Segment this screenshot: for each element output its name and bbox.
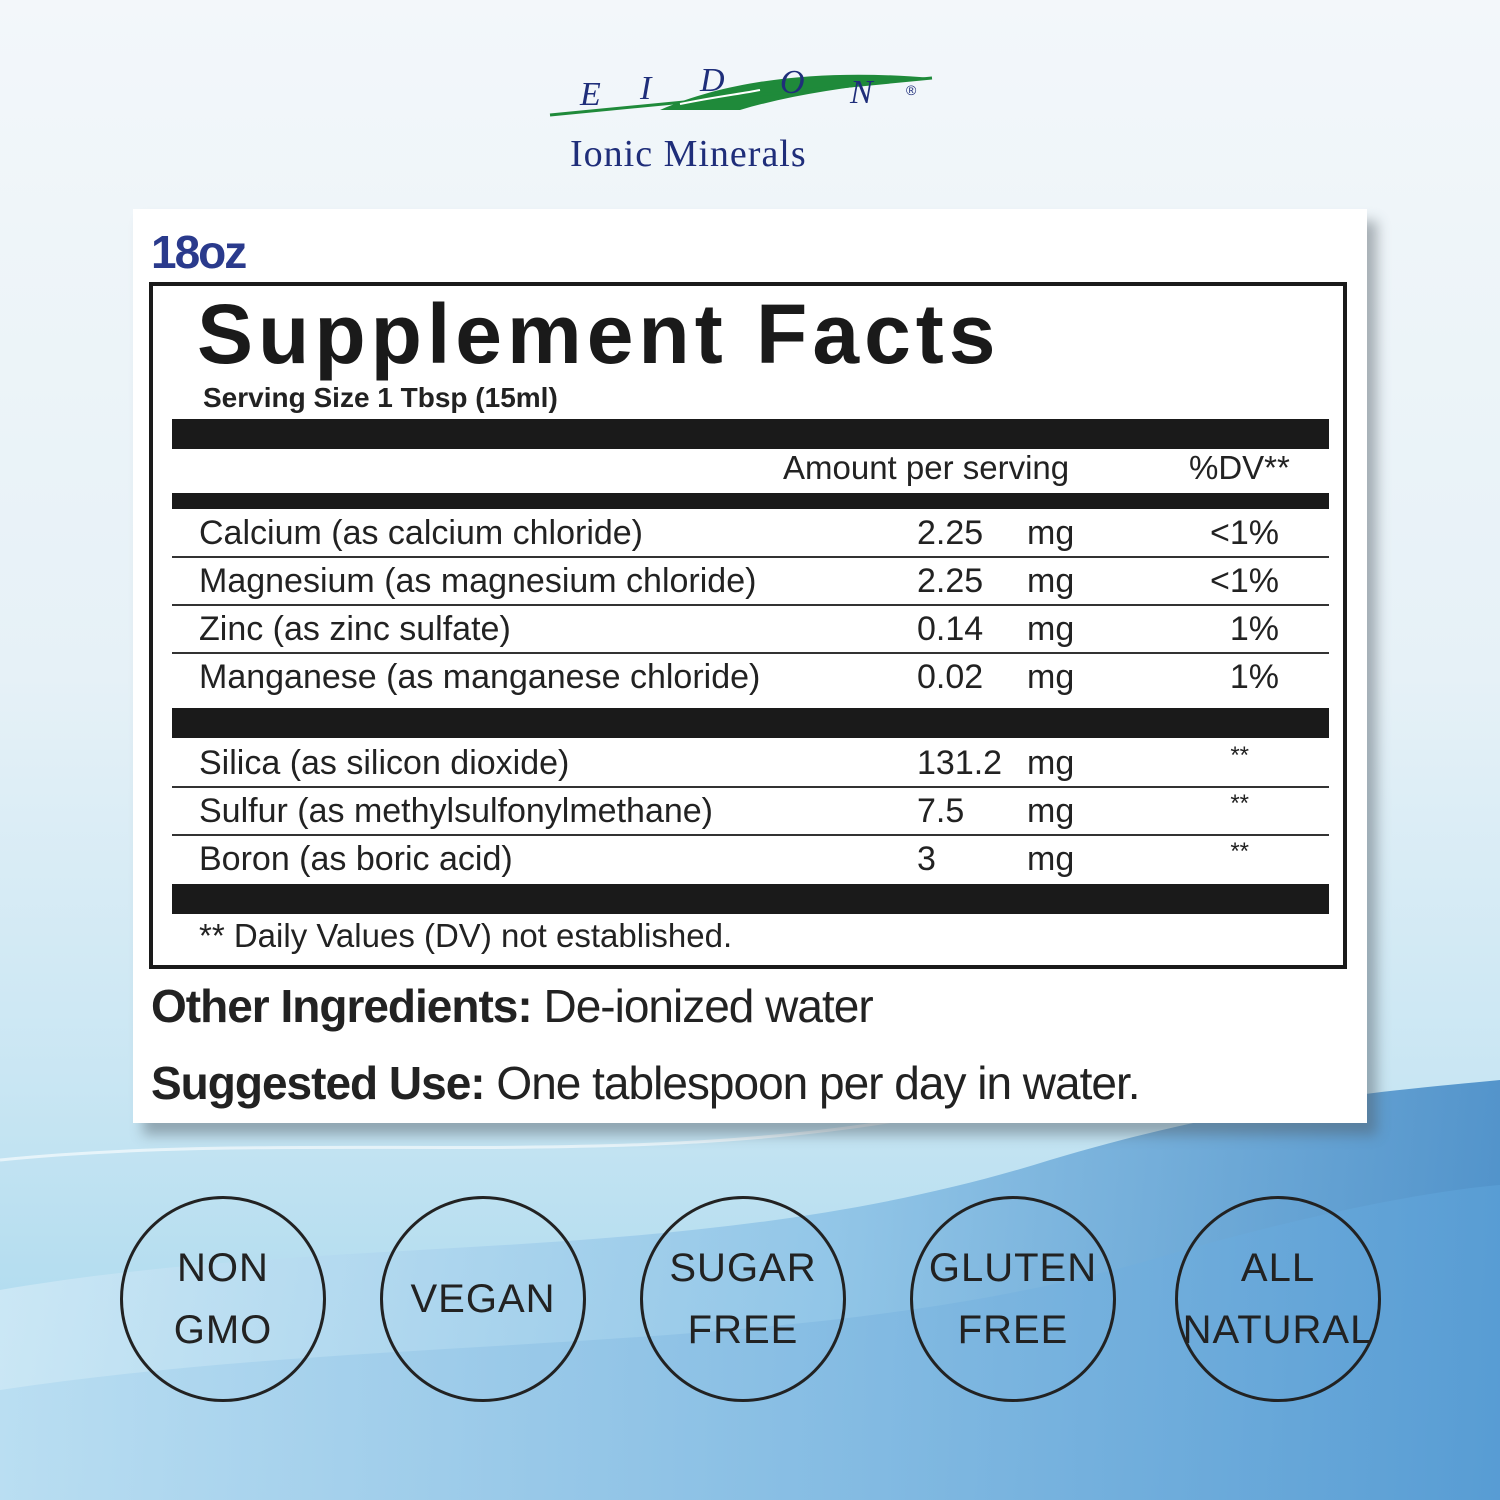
badge-all-natural: ALL NATURAL bbox=[1175, 1196, 1381, 1402]
nutrient-unit: mg bbox=[1027, 514, 1075, 552]
other-ingredients-label: Other Ingredients: bbox=[151, 980, 533, 1032]
badge-label: SUGAR FREE bbox=[669, 1246, 817, 1352]
nutrient-name: Calcium (as calcium chloride) bbox=[199, 514, 644, 552]
nutrient-unit: mg bbox=[1027, 792, 1075, 830]
badge-label: GLUTEN FREE bbox=[928, 1246, 1098, 1352]
bottle-size: 18oz bbox=[151, 226, 247, 278]
registered-mark: ® bbox=[906, 82, 917, 98]
row-divider bbox=[172, 556, 1329, 558]
nutrient-row: Sulfur (as methylsulfonylmethane) 7.5 mg… bbox=[172, 788, 1329, 836]
row-divider bbox=[172, 604, 1329, 606]
badge-sugar-free: SUGAR FREE bbox=[640, 1196, 846, 1402]
nutrient-row: Magnesium (as magnesium chloride) 2.25 m… bbox=[172, 558, 1329, 606]
nutrient-unit: mg bbox=[1027, 744, 1075, 782]
row-divider bbox=[172, 652, 1329, 654]
brand-logo: E I D O N ® Ionic Minerals bbox=[540, 62, 940, 180]
serving-size: Serving Size 1 Tbsp (15ml) bbox=[203, 382, 558, 413]
nutrient-dv: <1% bbox=[1210, 514, 1279, 552]
row-divider bbox=[172, 834, 1329, 836]
nutrient-dv: <1% bbox=[1210, 562, 1279, 600]
nutrient-name: Zinc (as zinc sulfate) bbox=[199, 610, 511, 648]
header-dv: %DV** bbox=[1189, 449, 1290, 486]
row-divider bbox=[172, 786, 1329, 788]
logo-tagline: Ionic Minerals bbox=[570, 133, 807, 175]
leaf-icon bbox=[549, 74, 933, 117]
nutrient-dv: 1% bbox=[1229, 610, 1279, 648]
nutrient-name: Silica (as silicon dioxide) bbox=[199, 744, 570, 782]
nutrient-unit: mg bbox=[1027, 840, 1075, 878]
badge-label: ALL NATURAL bbox=[1182, 1246, 1374, 1352]
header-amount: Amount per serving bbox=[783, 449, 1070, 486]
badge-non-gmo: NON GMO bbox=[120, 1196, 326, 1402]
nutrient-amount: 0.02 bbox=[917, 658, 984, 696]
nutrient-row: Calcium (as calcium chloride) 2.25 mg <1… bbox=[172, 510, 1329, 558]
logo-letter-1: E bbox=[580, 76, 601, 113]
nutrient-unit: mg bbox=[1027, 610, 1075, 648]
suggested-use-label: Suggested Use: bbox=[151, 1057, 486, 1109]
dv-footnote: ** Daily Values (DV) not established. bbox=[199, 917, 733, 954]
logo-letter-2: I bbox=[640, 70, 652, 107]
logo-letter-5: N bbox=[850, 74, 873, 111]
nutrient-amount: 3 bbox=[917, 840, 936, 878]
facts-title: Supplement Facts bbox=[197, 287, 1001, 381]
thick-divider bbox=[172, 884, 1329, 914]
nutrient-row: Silica (as silicon dioxide) 131.2 mg ** bbox=[172, 740, 1329, 788]
label-card: 18oz Supplement Facts Serving Size 1 Tbs… bbox=[133, 209, 1367, 1123]
logo-letter-3: D bbox=[700, 62, 725, 99]
badge-vegan: VEGAN bbox=[380, 1196, 586, 1402]
nutrient-amount: 2.25 bbox=[917, 562, 984, 600]
thick-divider bbox=[172, 419, 1329, 449]
nutrient-name: Boron (as boric acid) bbox=[199, 840, 513, 878]
nutrient-amount: 2.25 bbox=[917, 514, 984, 552]
medium-divider bbox=[172, 493, 1329, 509]
thick-divider bbox=[172, 708, 1329, 738]
nutrient-unit: mg bbox=[1027, 658, 1075, 696]
badge-label: VEGAN bbox=[410, 1277, 556, 1321]
suggested-use: Suggested Use: One tablespoon per day in… bbox=[151, 1056, 1141, 1110]
nutrient-amount: 0.14 bbox=[917, 610, 984, 648]
other-ingredients-value: De-ionized water bbox=[531, 980, 873, 1032]
nutrient-dv: ** bbox=[1230, 790, 1249, 817]
other-ingredients: Other Ingredients: De-ionized water bbox=[151, 979, 874, 1033]
nutrient-unit: mg bbox=[1027, 562, 1075, 600]
nutrient-row: Zinc (as zinc sulfate) 0.14 mg 1% bbox=[172, 606, 1329, 654]
nutrient-amount: 131.2 bbox=[917, 744, 1003, 782]
nutrient-amount: 7.5 bbox=[917, 792, 965, 830]
nutrient-dv: ** bbox=[1230, 838, 1249, 865]
badge-gluten-free: GLUTEN FREE bbox=[910, 1196, 1116, 1402]
nutrient-dv: 1% bbox=[1229, 658, 1279, 696]
nutrient-name: Sulfur (as methylsulfonylmethane) bbox=[199, 792, 714, 830]
badge-label: NON GMO bbox=[173, 1246, 273, 1352]
nutrient-name: Magnesium (as magnesium chloride) bbox=[199, 562, 757, 600]
nutrient-row: Manganese (as manganese chloride) 0.02 m… bbox=[172, 654, 1329, 702]
logo-letter-4: O bbox=[780, 64, 805, 101]
suggested-use-value: One tablespoon per day in water. bbox=[484, 1057, 1140, 1109]
nutrient-dv: ** bbox=[1230, 742, 1249, 769]
supplement-facts-panel: Supplement Facts Serving Size 1 Tbsp (15… bbox=[149, 282, 1347, 969]
nutrient-name: Manganese (as manganese chloride) bbox=[199, 658, 761, 696]
nutrient-row: Boron (as boric acid) 3 mg ** bbox=[172, 836, 1329, 884]
